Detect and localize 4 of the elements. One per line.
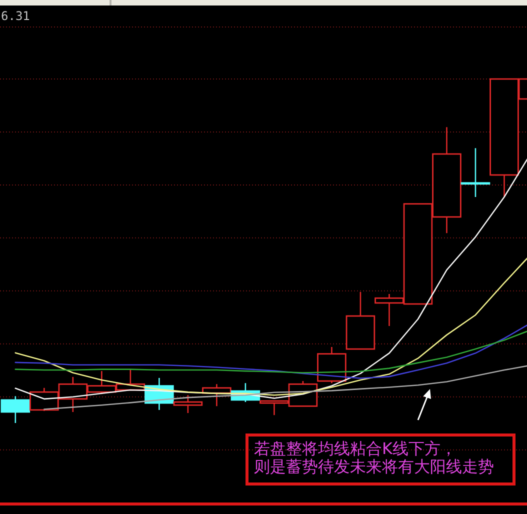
text: 若盘整将均线粘合K线下方，则是蓄势待发未来将有大阳线走势 xyxy=(254,439,494,476)
candlestick xyxy=(173,394,203,414)
text: 6.31 xyxy=(1,9,30,23)
candlestick xyxy=(460,147,490,198)
